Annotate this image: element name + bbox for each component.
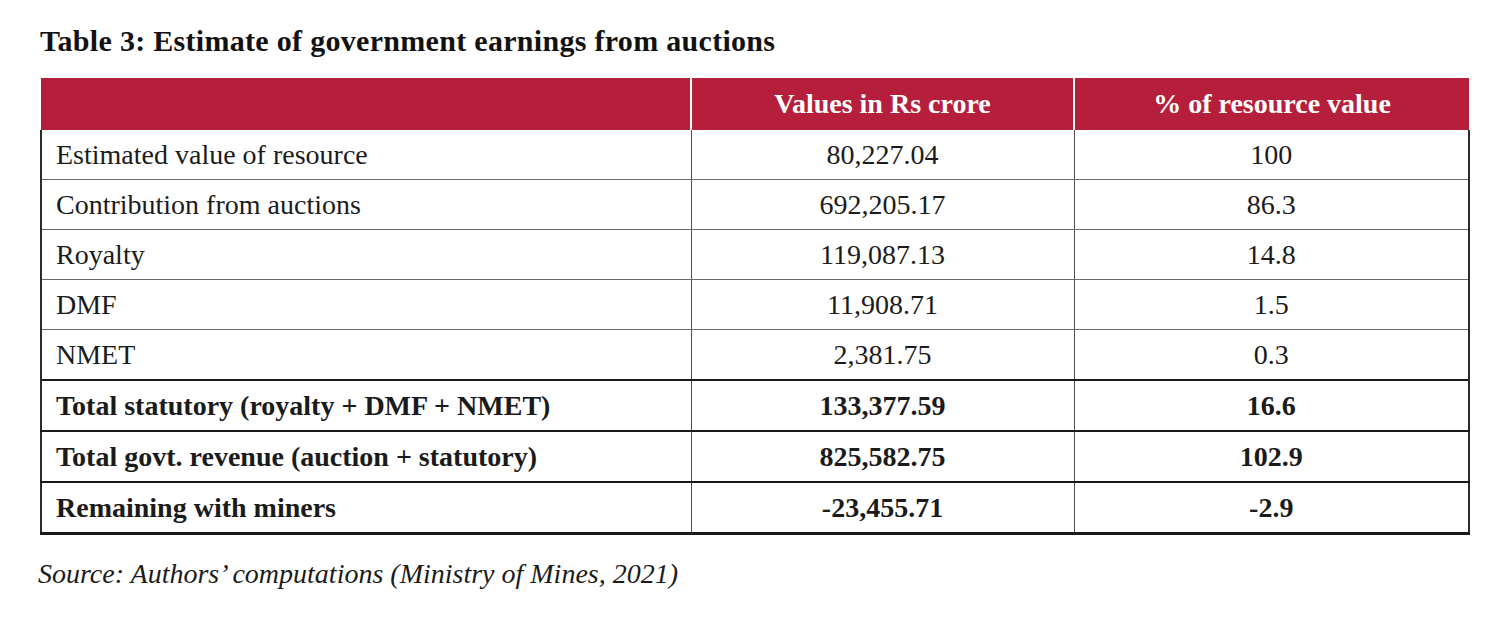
row-value: 133,377.59 (691, 380, 1074, 431)
row-label: Remaining with miners (41, 482, 691, 534)
row-label: Total govt. revenue (auction + statutory… (41, 431, 691, 482)
table-row-remaining-with-miners: Remaining with miners -23,455.71 -2.9 (41, 482, 1469, 534)
table-row: NMET 2,381.75 0.3 (41, 330, 1469, 381)
row-percent: 16.6 (1074, 380, 1469, 431)
document-page: Table 3: Estimate of government earnings… (0, 0, 1500, 632)
table-title: Table 3: Estimate of government earnings… (40, 24, 775, 58)
table-row: Contribution from auctions 692,205.17 86… (41, 180, 1469, 230)
row-value: 11,908.71 (691, 280, 1074, 330)
row-value: 692,205.17 (691, 180, 1074, 230)
table-row: DMF 11,908.71 1.5 (41, 280, 1469, 330)
header-cell-values: Values in Rs crore (691, 78, 1074, 130)
earnings-table: Values in Rs crore % of resource value E… (40, 78, 1470, 535)
row-percent: 100 (1074, 130, 1469, 180)
row-label: Total statutory (royalty + DMF + NMET) (41, 380, 691, 431)
row-percent: -2.9 (1074, 482, 1469, 534)
table-row-total-govt-revenue: Total govt. revenue (auction + statutory… (41, 431, 1469, 482)
row-percent: 14.8 (1074, 230, 1469, 280)
header-row: Values in Rs crore % of resource value (41, 78, 1469, 130)
table-row-total-statutory: Total statutory (royalty + DMF + NMET) 1… (41, 380, 1469, 431)
row-percent: 1.5 (1074, 280, 1469, 330)
table-row: Estimated value of resource 80,227.04 10… (41, 130, 1469, 180)
row-label: NMET (41, 330, 691, 381)
table-row: Royalty 119,087.13 14.8 (41, 230, 1469, 280)
header-cell-percent: % of resource value (1074, 78, 1469, 130)
row-value: 825,582.75 (691, 431, 1074, 482)
row-label: Estimated value of resource (41, 130, 691, 180)
row-value: 2,381.75 (691, 330, 1074, 381)
row-value: 80,227.04 (691, 130, 1074, 180)
row-label: Contribution from auctions (41, 180, 691, 230)
header-cell-empty (41, 78, 691, 130)
row-label: Royalty (41, 230, 691, 280)
row-value: -23,455.71 (691, 482, 1074, 534)
row-percent: 102.9 (1074, 431, 1469, 482)
source-note: Source: Authors’ computations (Ministry … (38, 558, 678, 590)
row-percent: 86.3 (1074, 180, 1469, 230)
row-value: 119,087.13 (691, 230, 1074, 280)
row-label: DMF (41, 280, 691, 330)
row-percent: 0.3 (1074, 330, 1469, 381)
